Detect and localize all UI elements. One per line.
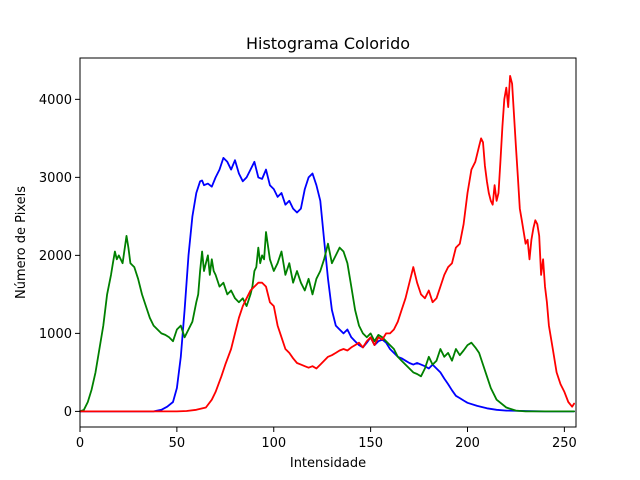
x-tick-label: 200	[455, 436, 480, 451]
y-axis-ticks: 0 1000 2000 3000 4000	[39, 93, 80, 420]
y-tick-label: 2000	[39, 249, 72, 264]
x-tick-label: 150	[358, 436, 383, 451]
series-line-1	[79, 231, 575, 413]
chart-title: Histograma Colorido	[246, 34, 410, 53]
x-tick-label: 100	[261, 436, 286, 451]
series-line-2	[79, 75, 575, 413]
series-line-0	[79, 156, 575, 413]
x-tick-label: 0	[76, 436, 84, 451]
series-layer	[79, 75, 575, 413]
plot-frame	[79, 57, 577, 428]
x-axis-ticks: 0 50 100 150 200 250	[76, 427, 577, 451]
y-tick-label: 3000	[39, 171, 72, 186]
y-tick-label: 1000	[39, 327, 72, 342]
x-tick-label: 250	[552, 436, 577, 451]
y-tick-label: 0	[64, 405, 72, 420]
y-tick-label: 4000	[39, 93, 72, 108]
x-axis-label: Intensidade	[290, 456, 366, 471]
x-tick-label: 50	[169, 436, 186, 451]
y-axis-label: Número de Pixels	[14, 186, 29, 299]
